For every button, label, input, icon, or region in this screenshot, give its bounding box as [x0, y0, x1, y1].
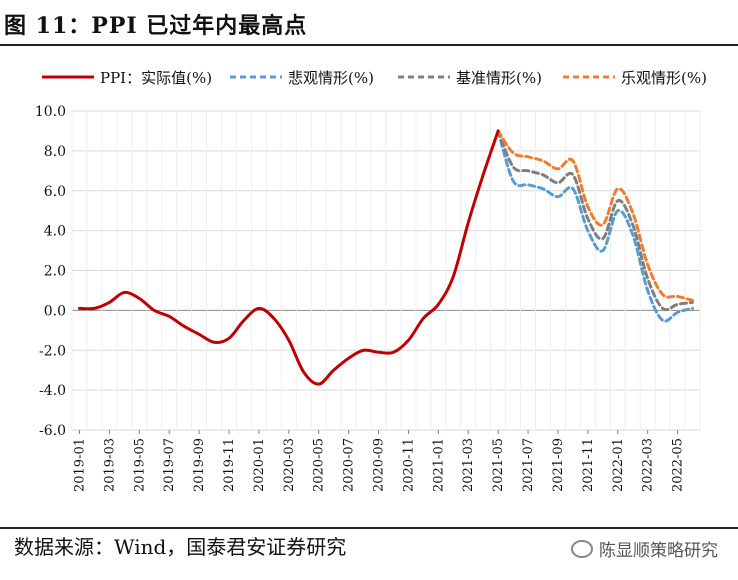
x-tick-label: 2019-01: [72, 438, 87, 492]
legend: PPI：实际值(%) 悲观情形(%) 基准情形(%) 乐观情形(%): [42, 69, 707, 87]
y-tick-label: 10.0: [35, 104, 66, 120]
watermark: 陈显顺策略研究: [571, 536, 718, 561]
legend-label-pessimistic: 悲观情形(%): [288, 69, 374, 87]
x-axis: 2019-01 2019-03 2019-05 2019-07 2019-09 2019-…: [72, 430, 686, 492]
x-tick-label: 2021-07: [521, 438, 536, 492]
x-tick-label: 2020-07: [342, 438, 357, 492]
y-tick-label: 8.0: [44, 144, 66, 160]
y-tick-label: 6.0: [44, 184, 66, 200]
x-tick-label: 2019-07: [162, 438, 177, 492]
x-tick-label: 2022-05: [671, 438, 686, 492]
series-lines: [77, 129, 695, 386]
x-tick-label: 2021-05: [491, 438, 506, 492]
x-tick-label: 2019-03: [102, 438, 117, 492]
x-tick-label: 2020-03: [282, 438, 297, 492]
watermark-text: 陈显顺策略研究: [599, 541, 718, 561]
x-tick-label: 2019-05: [132, 438, 147, 492]
x-tick-label: 2020-11: [401, 438, 416, 492]
series-line-pessimistic: [496, 129, 695, 323]
y-tick-label: 2.0: [44, 264, 66, 280]
ppi-line-chart: PPI：实际值(%) 悲观情形(%) 基准情形(%) 乐观情形(%) -6.0 -4.0…: [35, 69, 707, 492]
series-line-optimistic: [496, 129, 695, 302]
x-tick-label: 2020-05: [312, 438, 327, 492]
x-tick-label: 2022-03: [641, 438, 656, 492]
x-tick-label: 2019-09: [192, 438, 207, 492]
y-tick-label: 0.0: [44, 303, 66, 319]
gridlines: [71, 110, 701, 431]
series-line-actual: [77, 129, 500, 386]
x-tick-label: 2020-09: [372, 438, 387, 492]
legend-label-baseline: 基准情形(%): [456, 69, 542, 87]
x-tick-label: 2020-01: [252, 438, 267, 492]
legend-label-optimistic: 乐观情形(%): [621, 69, 707, 87]
x-tick-label: 2021-01: [431, 438, 446, 492]
x-tick-label: 2022-01: [611, 438, 626, 492]
wechat-icon: [571, 540, 593, 558]
series-line-baseline: [496, 129, 695, 312]
figure-title: 图 11：PPI 已过年内最高点: [4, 13, 308, 39]
bottom-rule: [0, 527, 738, 529]
y-tick-label: -4.0: [39, 383, 66, 399]
x-tick-label: 2019-11: [222, 438, 237, 492]
y-tick-label: -6.0: [39, 423, 66, 439]
y-tick-label: -2.0: [39, 343, 66, 359]
y-axis: -6.0 -4.0 -2.0 0.0 2.0 4.0 6.0 8.0 10.0: [35, 104, 66, 439]
x-tick-label: 2021-09: [551, 438, 566, 492]
y-tick-label: 4.0: [44, 224, 66, 240]
x-tick-label: 2021-11: [581, 438, 596, 492]
legend-label-actual: PPI：实际值(%): [100, 69, 212, 87]
x-tick-label: 2021-03: [461, 438, 476, 492]
top-rule: [0, 44, 738, 46]
data-source: 数据来源：Wind，国泰君安证券研究: [14, 535, 347, 559]
